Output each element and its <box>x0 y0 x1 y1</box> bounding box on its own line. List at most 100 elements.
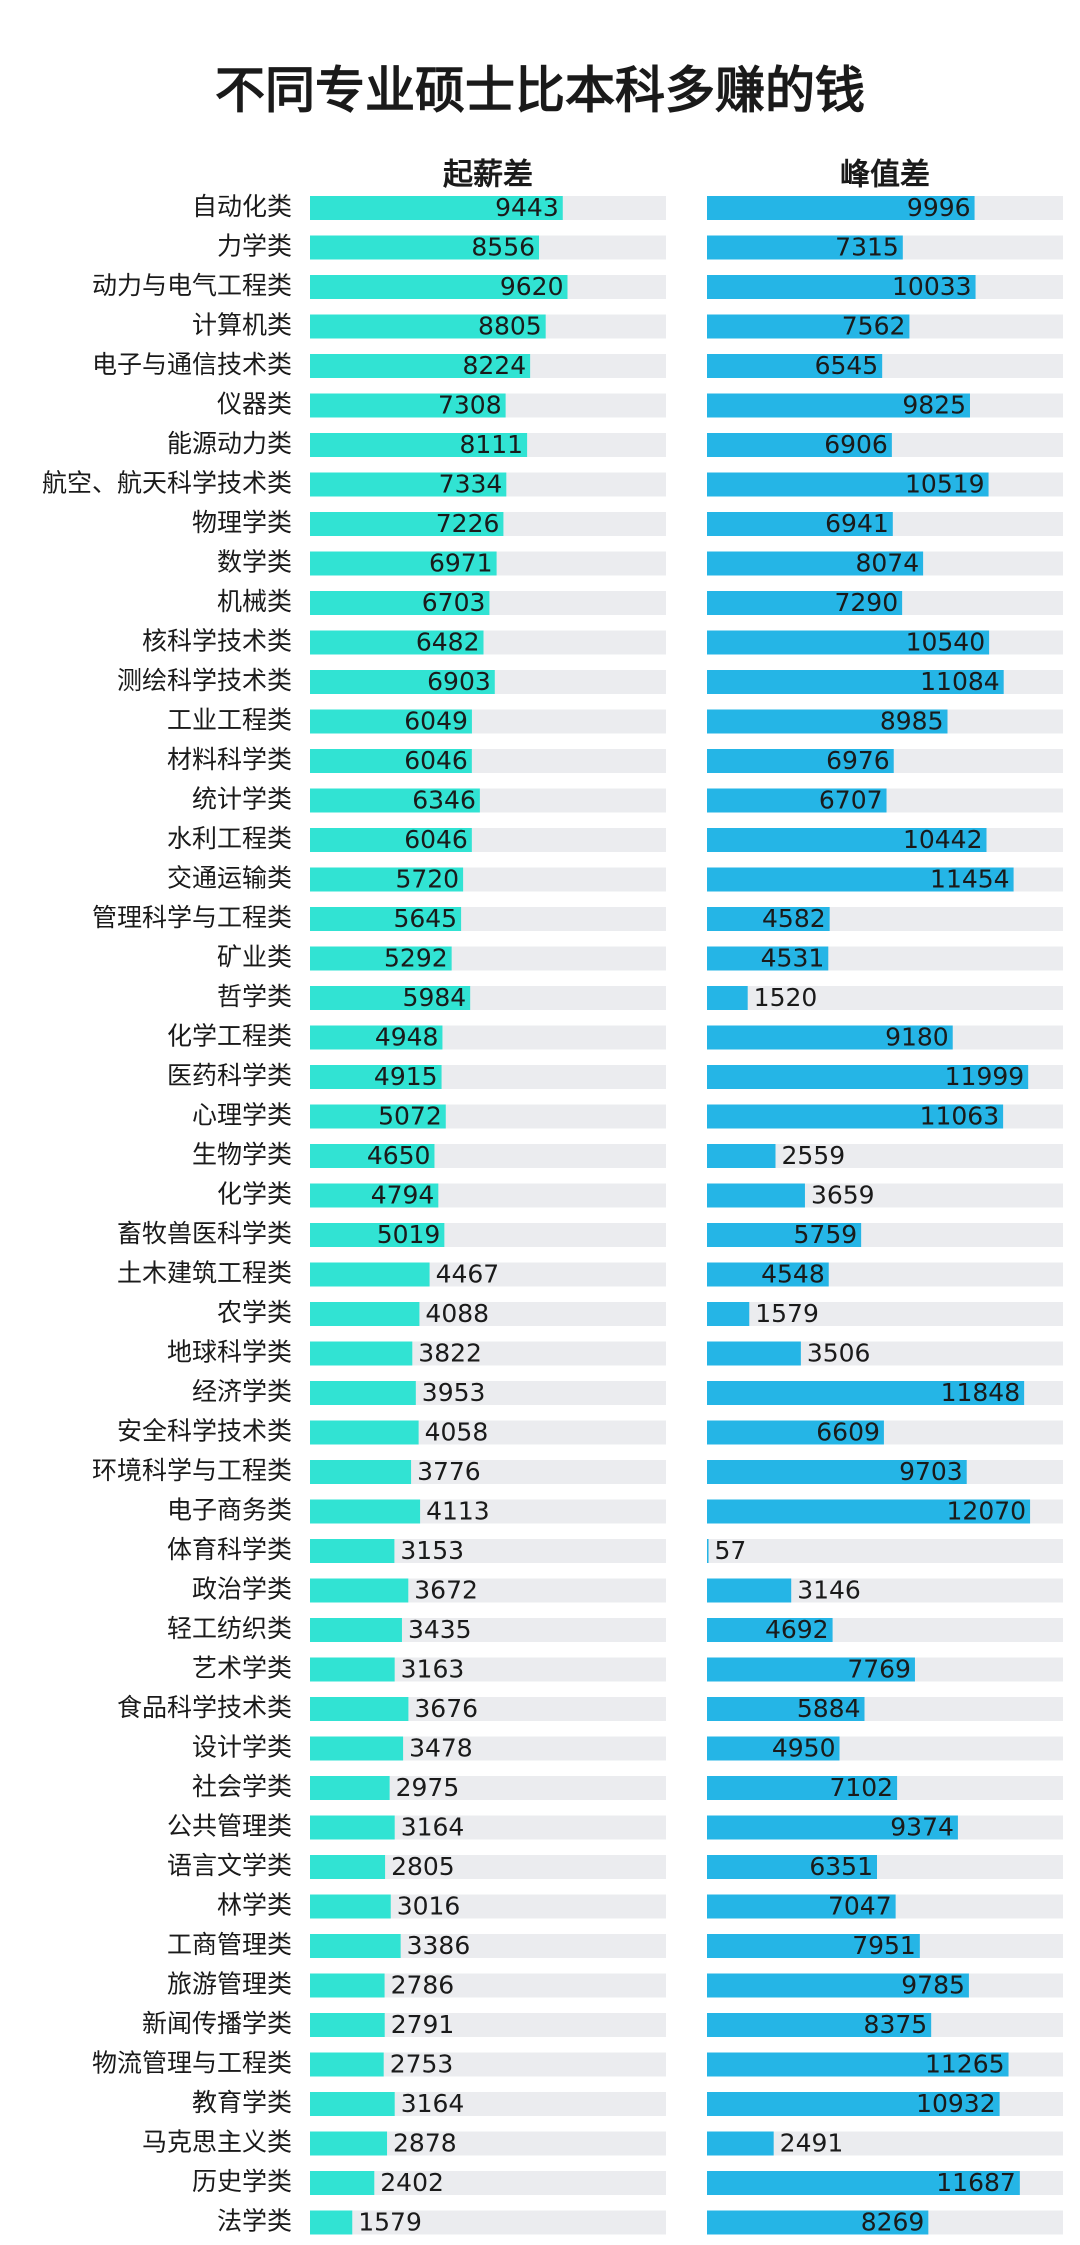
value-label: 4948 <box>375 1023 439 1052</box>
value-label: 3953 <box>422 1378 486 1407</box>
value-label: 1579 <box>755 1299 819 1328</box>
value-label: 5072 <box>378 1102 442 1131</box>
bar <box>310 1776 390 1800</box>
bar <box>707 1104 1004 1129</box>
category-label: 航空、航天科学技术类 <box>42 469 292 498</box>
bar <box>310 788 480 813</box>
value-label: 3776 <box>417 1457 481 1486</box>
category-label: 医药科学类 <box>167 1061 292 1090</box>
bar <box>707 1223 862 1247</box>
category-label: 工商管理类 <box>167 1930 292 1959</box>
bar <box>310 709 472 734</box>
value-label: 8074 <box>855 549 919 578</box>
bar <box>310 235 540 260</box>
bar-track <box>707 1302 1063 1326</box>
bar <box>310 1934 401 1958</box>
bar <box>707 275 976 299</box>
bar <box>310 591 490 615</box>
bar <box>310 1065 442 1089</box>
category-label: 社会学类 <box>192 1772 292 1801</box>
value-label: 11454 <box>930 865 1010 894</box>
value-label: 3822 <box>418 1339 482 1368</box>
bar <box>707 1183 805 1208</box>
bar <box>707 2171 1020 2195</box>
value-label: 8985 <box>880 707 944 736</box>
value-label: 3164 <box>401 1813 465 1842</box>
value-label: 6482 <box>416 628 480 657</box>
value-label: 2878 <box>393 2129 457 2158</box>
bar <box>707 196 975 220</box>
value-label: 3435 <box>408 1615 472 1644</box>
category-label: 新闻传播学类 <box>142 2009 292 2038</box>
value-label: 6351 <box>809 1852 873 1881</box>
category-label: 公共管理类 <box>167 1812 292 1841</box>
bar <box>310 1618 402 1642</box>
bar <box>707 1144 776 1168</box>
bar <box>310 551 497 576</box>
value-label: 9703 <box>899 1457 963 1486</box>
category-label: 农学类 <box>217 1298 292 1327</box>
value-label: 11063 <box>920 1102 1000 1131</box>
bar <box>707 946 829 971</box>
bar <box>707 1618 833 1642</box>
category-label: 地球科学类 <box>167 1338 292 1367</box>
value-label: 57 <box>715 1536 747 1565</box>
bar <box>310 275 568 299</box>
category-label: 材料科学类 <box>167 745 292 774</box>
bar <box>707 788 887 813</box>
value-label: 11265 <box>925 2050 1005 2079</box>
bar <box>707 1736 840 1761</box>
bar <box>707 1697 865 1721</box>
value-label: 7308 <box>438 391 502 420</box>
value-label: 9620 <box>500 272 564 301</box>
value-label: 3163 <box>401 1655 465 1684</box>
bar <box>707 867 1014 892</box>
category-label: 艺术学类 <box>192 1654 292 1683</box>
value-label: 11848 <box>941 1378 1021 1407</box>
category-label: 数学类 <box>217 548 292 577</box>
value-label: 6903 <box>427 667 491 696</box>
value-label: 4915 <box>374 1062 438 1091</box>
bar-track <box>707 986 1063 1010</box>
bar <box>707 433 892 457</box>
value-label: 4582 <box>762 904 826 933</box>
category-label: 环境科学与工程类 <box>92 1456 292 1485</box>
category-label: 体育科学类 <box>167 1535 292 1564</box>
bar <box>310 1539 395 1563</box>
bar <box>310 1025 443 1050</box>
category-label: 政治学类 <box>192 1575 292 1604</box>
bar-track <box>310 2210 666 2235</box>
value-label: 6346 <box>412 786 476 815</box>
value-label: 6976 <box>826 746 890 775</box>
value-label: 7102 <box>829 1773 893 1802</box>
bar <box>707 393 970 418</box>
category-label: 物理学类 <box>192 508 292 537</box>
bar <box>310 2210 353 2235</box>
value-label: 5292 <box>384 944 448 973</box>
category-label: 矿业类 <box>217 943 292 972</box>
value-label: 6707 <box>819 786 883 815</box>
category-label: 化学工程类 <box>167 1022 292 1051</box>
bar <box>707 354 883 378</box>
category-label: 电子商务类 <box>167 1496 292 1525</box>
bar <box>707 1065 1029 1089</box>
value-label: 4950 <box>772 1734 836 1763</box>
value-label: 5884 <box>797 1694 861 1723</box>
value-label: 3478 <box>409 1734 473 1763</box>
value-label: 4088 <box>425 1299 489 1328</box>
bar <box>310 393 506 418</box>
value-label: 1579 <box>358 2208 422 2237</box>
bar <box>707 1855 877 1879</box>
value-label: 6906 <box>824 430 888 459</box>
bar <box>310 1183 439 1208</box>
bar <box>310 1815 395 1840</box>
value-label: 7769 <box>847 1655 911 1684</box>
value-label: 4692 <box>765 1615 829 1644</box>
value-label: 3016 <box>397 1892 461 1921</box>
value-label: 2402 <box>380 2168 444 2197</box>
value-label: 2753 <box>390 2050 454 2079</box>
bar-track <box>707 1539 1063 1563</box>
value-label: 11084 <box>920 667 1000 696</box>
value-label: 5984 <box>403 983 467 1012</box>
